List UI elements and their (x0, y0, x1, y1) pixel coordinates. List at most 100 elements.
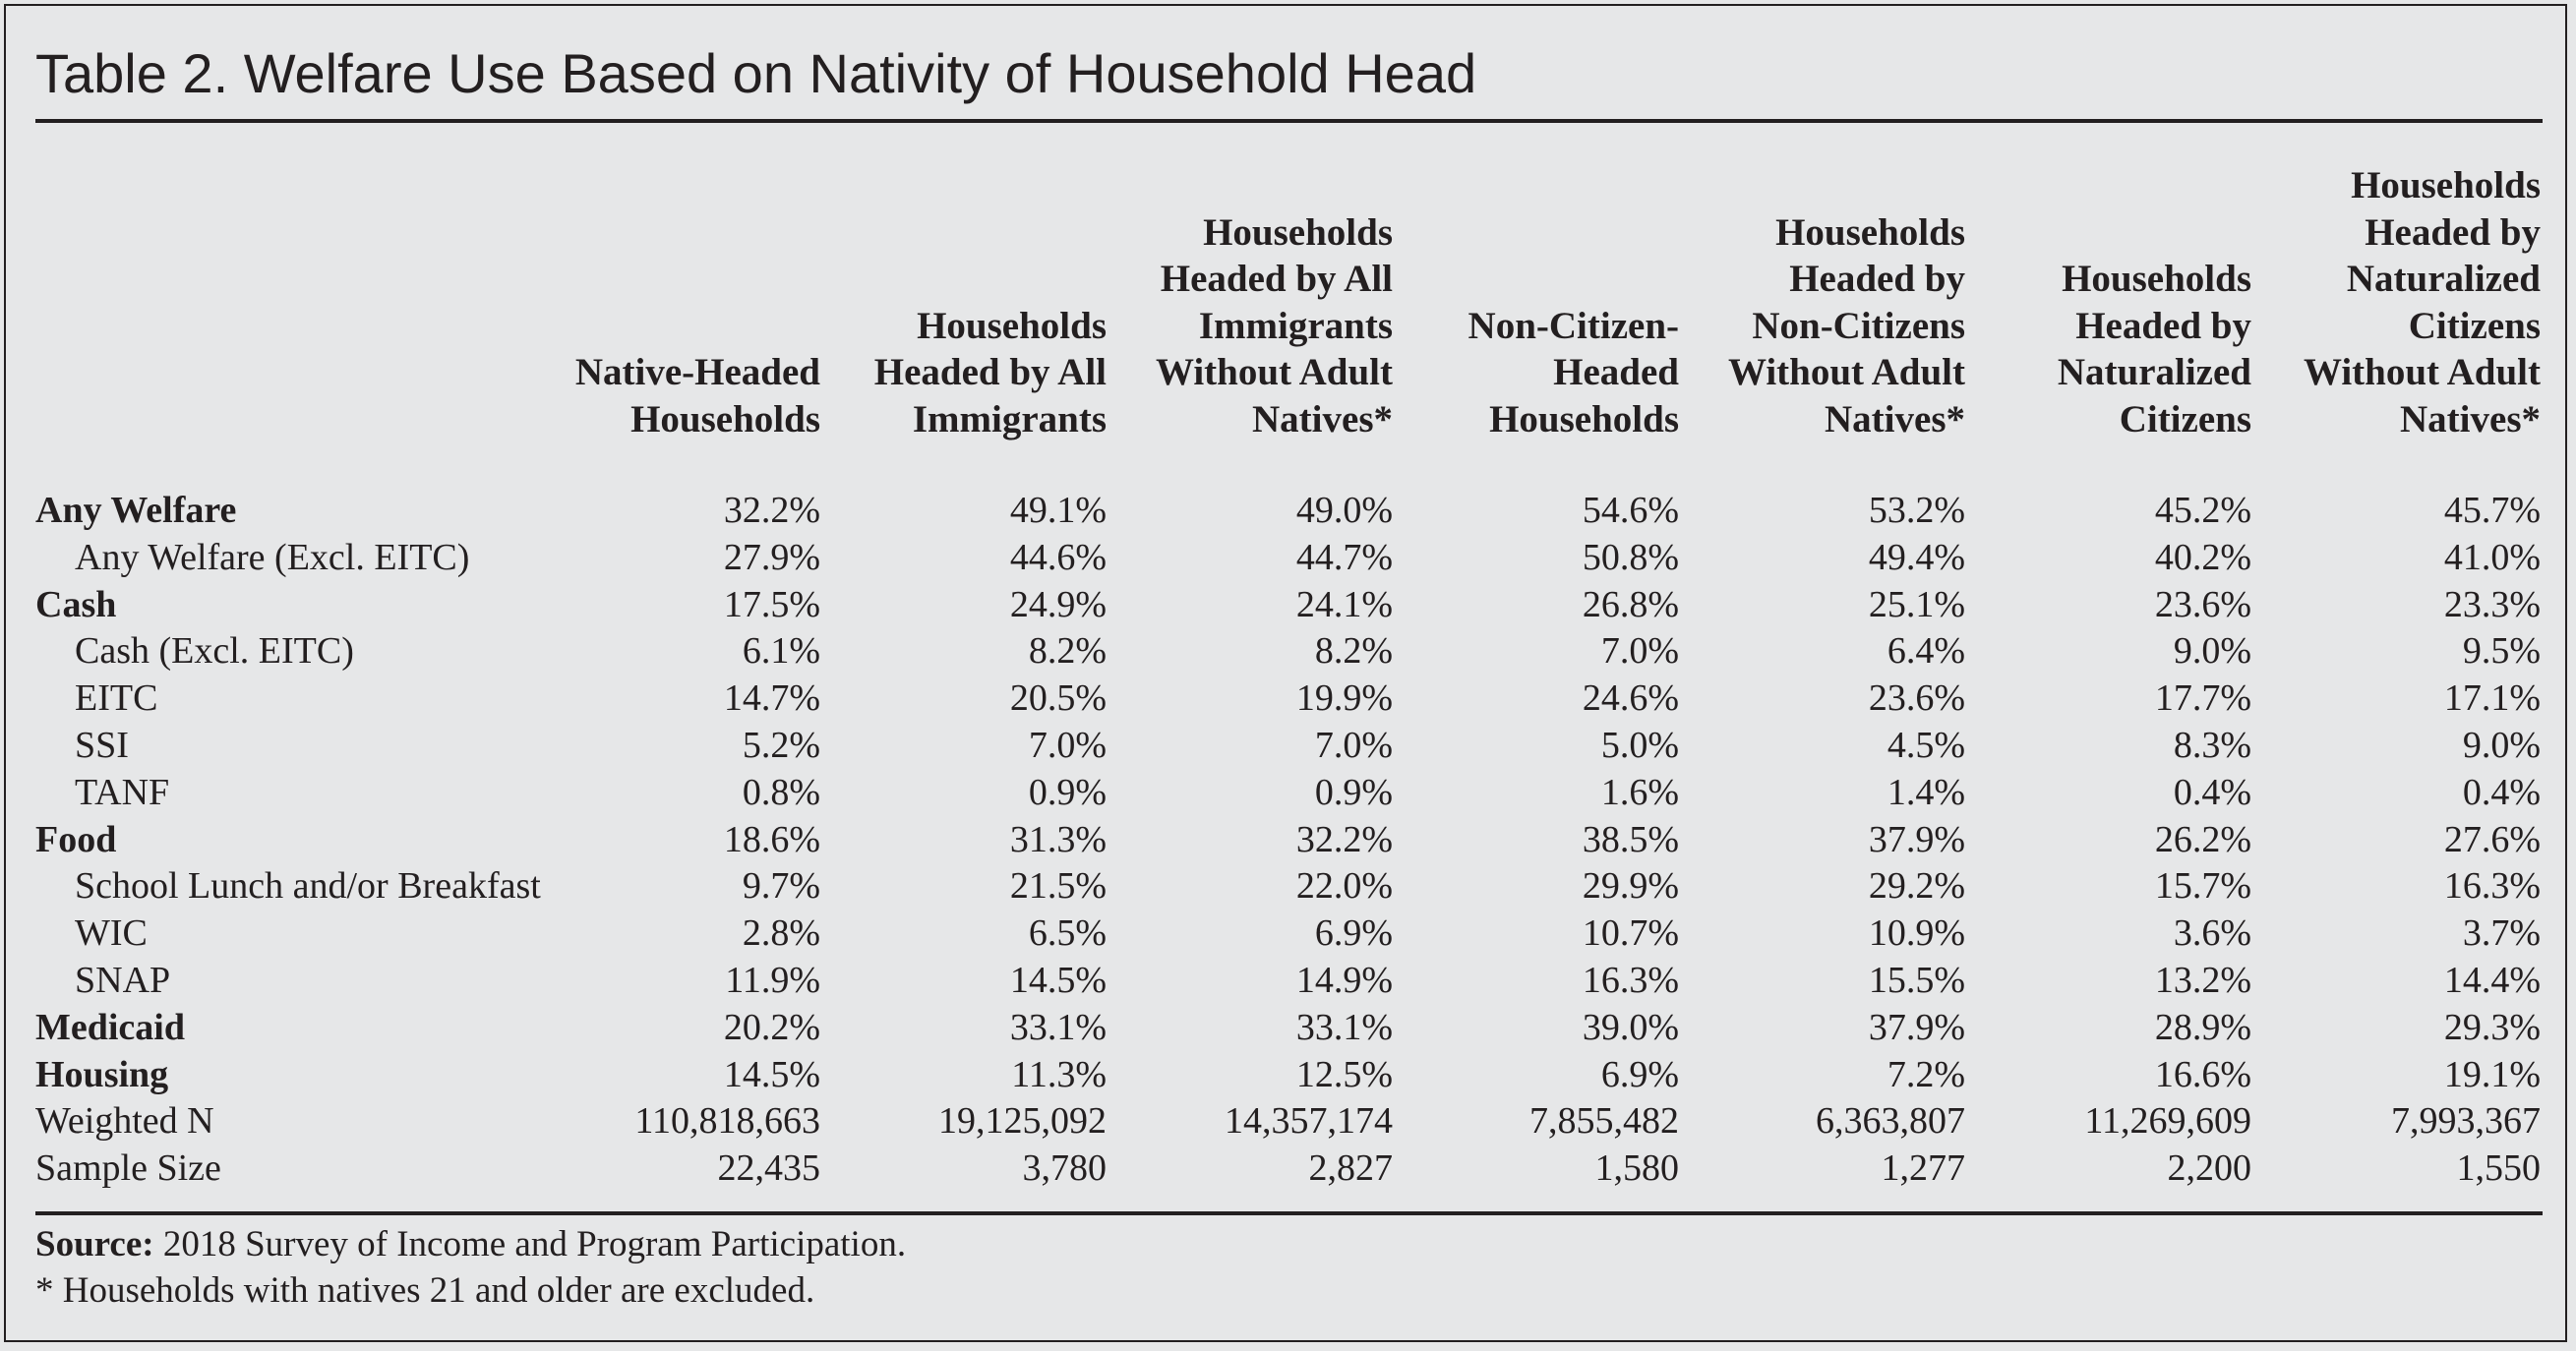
table-cell: 1,550 (2456, 1147, 2542, 1190)
table-cell: 22.0% (1295, 865, 1393, 908)
table-cell: 29.9% (1582, 865, 1679, 908)
table-cell: 11,269,609 (2084, 1100, 2251, 1143)
table-cell: 0.9% (1028, 771, 1107, 813)
column-header-line: Non-Citizens (1752, 304, 1965, 347)
table-cell: 1.4% (1887, 771, 1965, 813)
table-cell: 9.0% (2173, 630, 2251, 673)
table-cell: 32.2% (723, 490, 820, 531)
table-cell: 11.3% (1011, 1053, 1107, 1095)
table-body: Any Welfare 32.2% 49.1% 49.0% 54.6% 53.2% 45.2… (35, 488, 2543, 1193)
table-cell: 14.9% (1295, 959, 1393, 1001)
table-cell: 17.5% (723, 583, 820, 625)
column-header-line: Citizens (2408, 304, 2541, 347)
table-cell: 33.1% (1295, 1006, 1393, 1048)
table-row: TANF 0.8% 0.9% 0.9% 1.6% 1.4% 0.4% 0.4% (35, 770, 2543, 817)
row-label: Housing (35, 1053, 169, 1095)
column-header-line: Households (917, 304, 1107, 347)
column-header-line: Natives* (1252, 397, 1393, 441)
table-cell: 16.3% (1582, 959, 1679, 1001)
row-label: WIC (75, 912, 148, 955)
table-cell: 15.7% (2154, 865, 2251, 908)
table-row: Weighted N 110,818,663 19,125,092 14,357,17… (35, 1098, 2543, 1145)
table-cell: 6.9% (1314, 912, 1393, 955)
table-cell: 5.2% (742, 724, 820, 766)
table-cell: 40.2% (2154, 536, 2251, 578)
column-header: Non-Citizen- Headed Households (1468, 303, 1679, 443)
table-cell: 45.2% (2154, 490, 2251, 531)
row-label: Cash (Excl. EITC) (75, 630, 354, 673)
column-header: Households Headed by Naturalized Citizens (2058, 256, 2251, 442)
row-label: Sample Size (35, 1147, 221, 1190)
table-cell: 9.7% (742, 865, 820, 908)
table-cell: 37.9% (1868, 818, 1965, 860)
footer-rule (35, 1211, 2543, 1215)
column-header-line: Headed by (2365, 210, 2541, 254)
row-label: Cash (35, 583, 117, 625)
table-cell: 37.9% (1868, 1006, 1965, 1048)
row-label: Any Welfare (35, 490, 237, 531)
table-row: WIC 2.8% 6.5% 6.9% 10.7% 10.9% 3.6% 3.7% (35, 910, 2543, 958)
column-header-line: Non-Citizen- (1468, 304, 1679, 347)
table-cell: 2,200 (2167, 1147, 2252, 1190)
table-row: Housing 14.5% 11.3% 12.5% 6.9% 7.2% 16.6% 19.1% (35, 1052, 2543, 1099)
table-cell: 7.2% (1887, 1053, 1965, 1095)
table-cell: 110,818,663 (634, 1100, 820, 1143)
table-cell: 44.6% (1009, 536, 1107, 578)
table-cell: 23.3% (2443, 583, 2541, 625)
table-cell: 31.3% (1009, 818, 1107, 860)
table-cell: 26.2% (2154, 818, 2251, 860)
table-cell: 33.1% (1009, 1006, 1107, 1048)
source-line: Source: 2018 Survey of Income and Progra… (35, 1221, 906, 1267)
table-cell: 39.0% (1582, 1006, 1679, 1048)
column-header-line: Households (2351, 164, 2541, 206)
table-cell: 1,580 (1594, 1147, 1680, 1190)
column-header-line: Citizens (2119, 397, 2251, 441)
source-label: Source: (35, 1224, 154, 1264)
table-cell: 7.0% (1600, 630, 1679, 673)
table-cell: 6.9% (1600, 1053, 1679, 1095)
table-cell: 0.4% (2173, 771, 2251, 813)
table-cell: 3.7% (2462, 912, 2541, 955)
table-cell: 50.8% (1582, 536, 1679, 578)
column-header-line: Households (1489, 397, 1679, 441)
column-header-line: Immigrants (1198, 304, 1393, 347)
table-cell: 44.7% (1295, 536, 1393, 578)
table-cell: 4.5% (1887, 724, 1965, 766)
row-label: Food (35, 818, 117, 860)
row-label: Weighted N (35, 1100, 214, 1143)
table-cell: 0.8% (742, 771, 820, 813)
table-cell: 12.5% (1295, 1053, 1393, 1095)
table-cell: 5.0% (1600, 724, 1679, 766)
column-header-line: Natives* (1825, 397, 1965, 441)
table-cell: 17.7% (2154, 677, 2251, 720)
table-row: Cash 17.5% 24.9% 24.1% 26.8% 25.1% 23.6% 23.3% (35, 582, 2543, 629)
table-cell: 2.8% (742, 912, 820, 955)
title-rule (35, 119, 2543, 123)
table-cell: 27.9% (723, 536, 820, 578)
column-header-line: Native-Headed (574, 351, 820, 393)
table-cell: 11.9% (725, 959, 820, 1001)
table-row: Any Welfare 32.2% 49.1% 49.0% 54.6% 53.2% 45.2… (35, 488, 2543, 535)
table-cell: 24.6% (1582, 677, 1679, 720)
table-cell: 0.9% (1314, 771, 1393, 813)
table-cell: 8.3% (2173, 724, 2251, 766)
row-label: School Lunch and/or Breakfast (75, 865, 541, 908)
table-frame (4, 4, 2567, 1342)
table-cell: 54.6% (1582, 490, 1679, 531)
column-header-line: Naturalized (2057, 351, 2251, 393)
table-cell: 41.0% (2443, 536, 2541, 578)
column-header-line: Households (2062, 258, 2251, 300)
table-row: School Lunch and/or Breakfast 9.7% 21.5% 22… (35, 863, 2543, 910)
column-header: Native-Headed Households (575, 349, 820, 442)
table-row: Sample Size 22,435 3,780 2,827 1,580 1,277 2,2… (35, 1145, 2543, 1193)
table-cell: 23.6% (2154, 583, 2251, 625)
table-row: Any Welfare (Excl. EITC) 27.9% 44.6% 44.7% 5… (35, 535, 2543, 582)
table-cell: 49.4% (1868, 536, 1965, 578)
column-header-line: Headed by All (873, 351, 1107, 393)
table-cell: 19.1% (2443, 1053, 2541, 1095)
column-header-line: Natives* (2400, 397, 2541, 441)
source-text: 2018 Survey of Income and Program Partic… (153, 1224, 907, 1264)
table-cell: 20.5% (1009, 677, 1107, 720)
source-note: Source: 2018 Survey of Income and Progra… (35, 1221, 906, 1314)
table-cell: 53.2% (1868, 490, 1965, 531)
